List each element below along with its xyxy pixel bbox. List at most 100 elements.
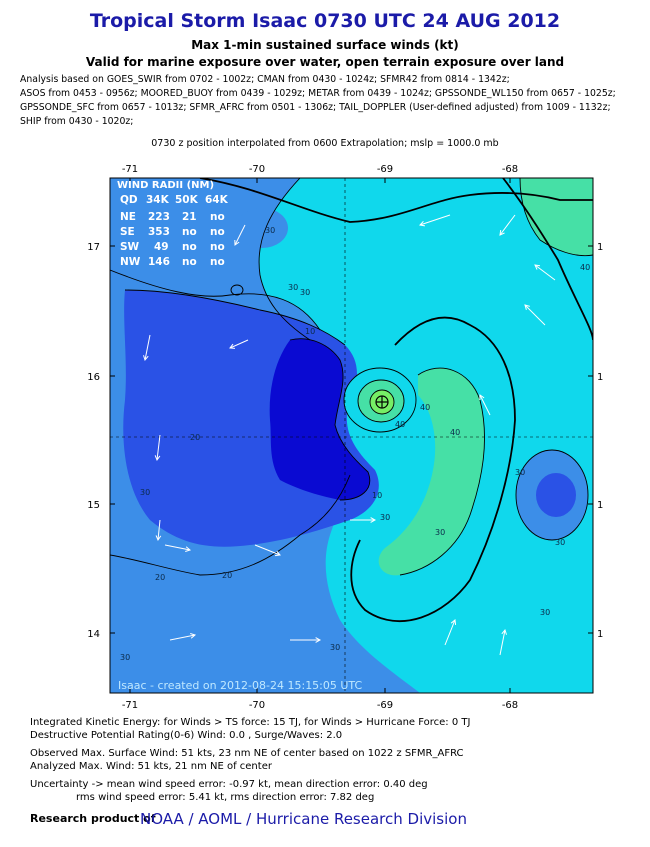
wind-vector-head: [524, 304, 530, 310]
contour-label: 40: [395, 420, 405, 429]
wind-vector-head: [234, 239, 240, 246]
analysis-line: Analysis based on GOES_SWIR from 0702 - …: [20, 74, 510, 85]
wind-vector-head: [479, 394, 485, 401]
wind-vector-head: [534, 264, 541, 270]
wind-radii-table: WIND RADII (NM) QD 34K 50K 64K NE 223 21…: [117, 180, 229, 268]
lat-label-right: 1: [597, 500, 603, 511]
wind-vector-head: [154, 455, 161, 462]
level-0-10-fill: [269, 338, 370, 500]
wind-vector-head: [274, 550, 281, 557]
contour-label: 30: [300, 288, 310, 297]
contour-label: 10: [372, 491, 382, 500]
organization-link[interactable]: NOAA / AOML / Hurricane Research Divisio…: [140, 810, 467, 828]
wind-radii-cell: 146: [148, 256, 170, 268]
contour-label: 30: [555, 538, 565, 547]
level-10-20-se-blob: [536, 473, 576, 517]
lon-label-top: -68: [502, 164, 518, 175]
chart-subtitle: Max 1-min sustained surface winds (kt): [191, 38, 459, 52]
research-label: Research product of: [30, 812, 156, 825]
lon-label-top: -70: [249, 164, 265, 175]
contour-label: 30: [435, 528, 445, 537]
contour-label: 10: [305, 327, 315, 336]
wind-radii-cell: NW: [120, 256, 141, 268]
wind-vector-head: [143, 355, 149, 362]
map-credit: Isaac - created on 2012-08-24 15:15:05 U…: [118, 679, 363, 692]
chart-title: Tropical Storm Isaac 0730 UTC 24 AUG 201…: [89, 10, 561, 32]
uncertainty-rms-text: rms wind speed error: 5.41 kt, rms direc…: [76, 792, 375, 803]
lat-label-left: 17: [87, 242, 100, 253]
wind-vector: [419, 214, 451, 226]
wind-vector: [169, 634, 196, 641]
wind-vector: [164, 544, 191, 551]
contour-label: 30: [120, 653, 130, 662]
wind-vector: [144, 334, 151, 361]
wind-radii-cell: no: [210, 241, 225, 253]
lon-label-bottom: -71: [122, 700, 138, 711]
ike-text: Integrated Kinetic Energy: for Winds > T…: [30, 717, 471, 728]
contour-34kt-east: [502, 178, 593, 341]
wind-vector: [524, 304, 546, 326]
wind-radii-header: QD: [120, 194, 138, 206]
contour-label: 40: [580, 263, 590, 272]
wind-vector-head: [419, 220, 426, 227]
wind-radii-header: 34K: [146, 194, 170, 206]
lat-label-left: 16: [87, 372, 100, 383]
wind-vector: [444, 619, 456, 646]
wind-radii-header: 50K: [175, 194, 199, 206]
wind-vector-head: [190, 633, 197, 639]
contour-label: 40: [420, 403, 430, 412]
lon-label-top: -69: [377, 164, 393, 175]
analysis-line: GPSSONDE_SFC from 0657 - 1013z; SFMR_AFR…: [20, 102, 611, 113]
contour-label: 30: [515, 468, 525, 477]
wind-vector-head: [370, 517, 377, 523]
wind-vector-head: [229, 343, 236, 349]
wind-radii-cell: 223: [148, 211, 170, 223]
storm-center-marker: [375, 395, 389, 409]
lon-label-bottom: -69: [377, 700, 393, 711]
contour-label: 30: [330, 643, 340, 652]
lon-label-bottom: -68: [502, 700, 518, 711]
wind-vector-head: [501, 628, 507, 635]
contour-label: 20: [155, 573, 165, 582]
wind-vector-head: [185, 546, 192, 552]
wind-vector: [254, 544, 281, 556]
analysis-sources: Analysis based on GOES_SWIR from 0702 - …: [20, 73, 640, 129]
observed-max-text: Observed Max. Surface Wind: 51 kts, 23 n…: [30, 748, 464, 759]
wind-radii-cell: no: [210, 256, 225, 268]
wind-vector-head: [155, 535, 162, 542]
contour-label: 40: [450, 428, 460, 437]
chart-subtitle-exposure: Valid for marine exposure over water, op…: [85, 55, 565, 69]
dpr-text: Destructive Potential Rating(0-6) Wind: …: [30, 730, 343, 741]
contour-label: 30: [380, 513, 390, 522]
plot-frame: [109, 177, 594, 694]
contour-label: 30: [140, 488, 150, 497]
wind-vector: [234, 224, 246, 246]
level-30-40-fill: [259, 178, 593, 693]
wind-radii-cell: NE: [120, 211, 136, 223]
contour-34kt: [199, 178, 593, 223]
wind-vector: [157, 519, 161, 541]
wind-radii-cell: no: [182, 256, 197, 268]
contour-lines: [110, 178, 593, 576]
uncertainty-text: Uncertainty -> mean wind speed error: -0…: [30, 779, 428, 790]
contour-label: 20: [190, 433, 200, 442]
lat-label-right: 1: [597, 242, 603, 253]
contour-34kt-spiral: [350, 316, 516, 623]
contour-label: 30: [265, 226, 275, 235]
level-20-30-blob: [236, 208, 288, 248]
lat-label-left: 14: [87, 629, 100, 640]
wind-radii-cell: no: [182, 226, 197, 238]
contour-label: 20: [222, 571, 232, 580]
wind-radii-cell: 21: [182, 211, 197, 223]
level-40-50-ne: [520, 178, 593, 256]
wind-radii-title: WIND RADII (NM): [117, 180, 214, 191]
wind-vector: [229, 339, 249, 349]
wind-radii-cell: no: [210, 226, 225, 238]
wind-radii-cell: no: [182, 241, 197, 253]
lat-label-right: 1: [597, 372, 603, 383]
axis-ticks: [110, 178, 593, 693]
lon-label-bottom: -70: [249, 700, 265, 711]
wind-radii-cell: 49: [154, 241, 169, 253]
